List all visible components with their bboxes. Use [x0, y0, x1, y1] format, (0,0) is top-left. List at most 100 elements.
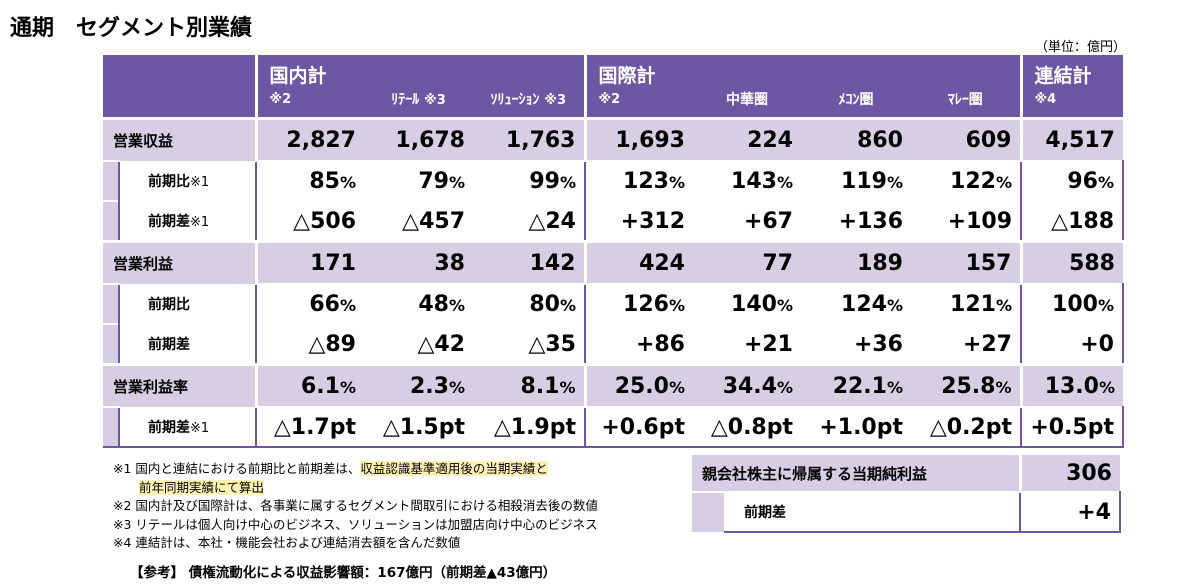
table-cell: △506 [255, 200, 364, 242]
table-cell: 142 [473, 240, 585, 284]
table-cell: 122% [911, 160, 1021, 201]
table-cell: △24 [473, 200, 585, 242]
table-cell: 13.0% [1019, 363, 1123, 407]
table-cell: △89 [255, 323, 364, 365]
header-retail: ﾘﾃｰﾙ ※3 [364, 55, 473, 119]
row-indent [103, 160, 119, 201]
table-cell: 1,693 [583, 117, 693, 161]
table-cell: 85% [255, 160, 364, 201]
row-label: 前期差※1 [118, 200, 256, 242]
footnote-1-cont: 前年同期実績にて算出 [139, 479, 265, 495]
table-cell: 140% [693, 283, 801, 324]
row-label: 前期比 [118, 283, 256, 324]
table-row: 前期比※1 85% 79% 99% 123% 143% 119% 122% 96% [103, 160, 1124, 201]
header-intl: 国際計 ※2 [583, 55, 693, 119]
table-cell: 25.8% [911, 363, 1021, 407]
net-income-diff-value: +4 [1020, 492, 1121, 533]
table-cell: 34.4% [693, 363, 801, 407]
table-row: 前期比 66% 48% 80% 126% 140% 124% 121% 100% [103, 283, 1124, 324]
row-indent [103, 406, 119, 448]
table-cell: +86 [584, 323, 693, 365]
page-title: 通期 セグメント別業績 [10, 16, 253, 41]
table-cell: 100% [1020, 283, 1124, 324]
header-china: 中華圏 [693, 55, 801, 119]
table-cell: +36 [801, 323, 911, 365]
table-cell: 77 [693, 240, 801, 284]
table-cell: +0.5pt [1020, 406, 1124, 448]
header-domestic: 国内計 ※2 [254, 55, 364, 119]
table-cell: △42 [364, 323, 473, 365]
table-cell: +0 [1020, 323, 1124, 365]
table-cell: 143% [693, 160, 801, 201]
footnote-2: ※2 国内計及び国際計は、各事業に属するセグメント間取引における相殺消去後の数値 [113, 498, 598, 513]
row-indent [103, 200, 119, 242]
table-cell: 48% [364, 283, 473, 324]
footnote-1: ※1 国内と連結における前期比と前期差は、収益認識基準適用後の当期実績と [113, 461, 548, 476]
table-cell: 25.0% [583, 363, 693, 407]
table-cell: 6.1% [254, 363, 364, 407]
table-cell: 66% [255, 283, 364, 324]
header-row: 国内計 ※2 ﾘﾃｰﾙ ※3 ｿﾘｭｰｼｮﾝ ※3 国際計 ※2 中華圏 ﾒｺﾝ… [103, 55, 1123, 119]
table-cell: +0.6pt [584, 406, 693, 448]
table-cell: 224 [693, 117, 801, 161]
table-cell: 38 [364, 240, 473, 284]
table-cell: 1,678 [364, 117, 473, 161]
row-label: 営業利益率 [103, 363, 256, 407]
row-label: 前期比※1 [118, 160, 256, 201]
table-cell: 99% [473, 160, 585, 201]
header-solution: ｿﾘｭｰｼｮﾝ ※3 [473, 55, 585, 119]
table-cell: 79% [364, 160, 473, 201]
net-income-diff-label: 前期差 [724, 492, 1021, 533]
table-cell: △0.2pt [911, 406, 1021, 448]
table-row: 営業利益率 6.1% 2.3% 8.1% 25.0% 34.4% 22.1% 25.8% 13.… [103, 363, 1123, 407]
table-cell: 860 [801, 117, 911, 161]
header-mekong: ﾒｺﾝ圏 [801, 55, 911, 119]
table-cell: 119% [801, 160, 911, 201]
table-cell: +67 [693, 200, 801, 242]
table-cell: +27 [911, 323, 1021, 365]
footnote-4: ※4 連結計は、本社・機能会社および連結消去額を含んだ数値 [113, 535, 461, 550]
table-cell: 2.3% [364, 363, 473, 407]
table-cell: +136 [801, 200, 911, 242]
table-cell: 157 [911, 240, 1021, 284]
reference-note: 【参考】 債権流動化による収益影響額：167億円（前期差▲43億円） [130, 565, 557, 581]
table-row: 前期差 △89 △42 △35 +86 +21 +36 +27 +0 [103, 323, 1124, 365]
table-cell: 4,517 [1019, 117, 1123, 161]
row-label: 前期差 [118, 323, 256, 365]
row-indent [103, 323, 119, 365]
table-cell: +109 [911, 200, 1021, 242]
table-cell: 22.1% [801, 363, 911, 407]
table-cell: 96% [1020, 160, 1124, 201]
table-cell: △1.7pt [255, 406, 364, 448]
table-cell: 124% [801, 283, 911, 324]
table-cell: 126% [584, 283, 693, 324]
footnote-3: ※3 リテールは個人向け中心のビジネス、ソリューションは加盟店向け中心のビジネス [113, 516, 598, 532]
table-cell: 1,763 [473, 117, 585, 161]
header-consol: 連結計 ※4 [1019, 55, 1123, 119]
table-row: 営業利益 171 38 142 424 77 189 157 588 [103, 240, 1123, 284]
table-cell: 8.1% [473, 363, 585, 407]
unit-label: （単位：億円） [1034, 40, 1126, 55]
row-indent [103, 283, 119, 324]
net-income-table: 親会社株主に帰属する当期純利益 306 前期差 +4 [692, 455, 1121, 533]
table-cell: 80% [473, 283, 585, 324]
table-cell: +312 [584, 200, 693, 242]
table-row: 営業収益 2,827 1,678 1,763 1,693 224 860 609 4,517 [103, 117, 1123, 161]
table-cell: △1.5pt [364, 406, 473, 448]
table-cell: 121% [911, 283, 1021, 324]
table-row: 前期差※1 △1.7pt △1.5pt △1.9pt +0.6pt △0.8pt +1.0p… [103, 406, 1124, 448]
table-cell: △1.9pt [473, 406, 585, 448]
table-cell: 189 [801, 240, 911, 284]
header-malay: ﾏﾚｰ圏 [911, 55, 1021, 119]
table-cell: +1.0pt [801, 406, 911, 448]
table-cell: 171 [254, 240, 364, 284]
table-cell: △0.8pt [693, 406, 801, 448]
net-income-label: 親会社株主に帰属する当期純利益 [692, 455, 1020, 492]
table-cell: 588 [1019, 240, 1123, 284]
table-cell: +21 [693, 323, 801, 365]
footnotes: ※1 国内と連結における前期比と前期差は、収益認識基準適用後の当期実績と 前年同… [113, 460, 598, 553]
table-cell: △188 [1020, 200, 1124, 242]
table-row: 前期差※1 △506 △457 △24 +312 +67 +136 +109 △188 [103, 200, 1124, 242]
table-cell: △35 [473, 323, 585, 365]
table-cell: △457 [364, 200, 473, 242]
